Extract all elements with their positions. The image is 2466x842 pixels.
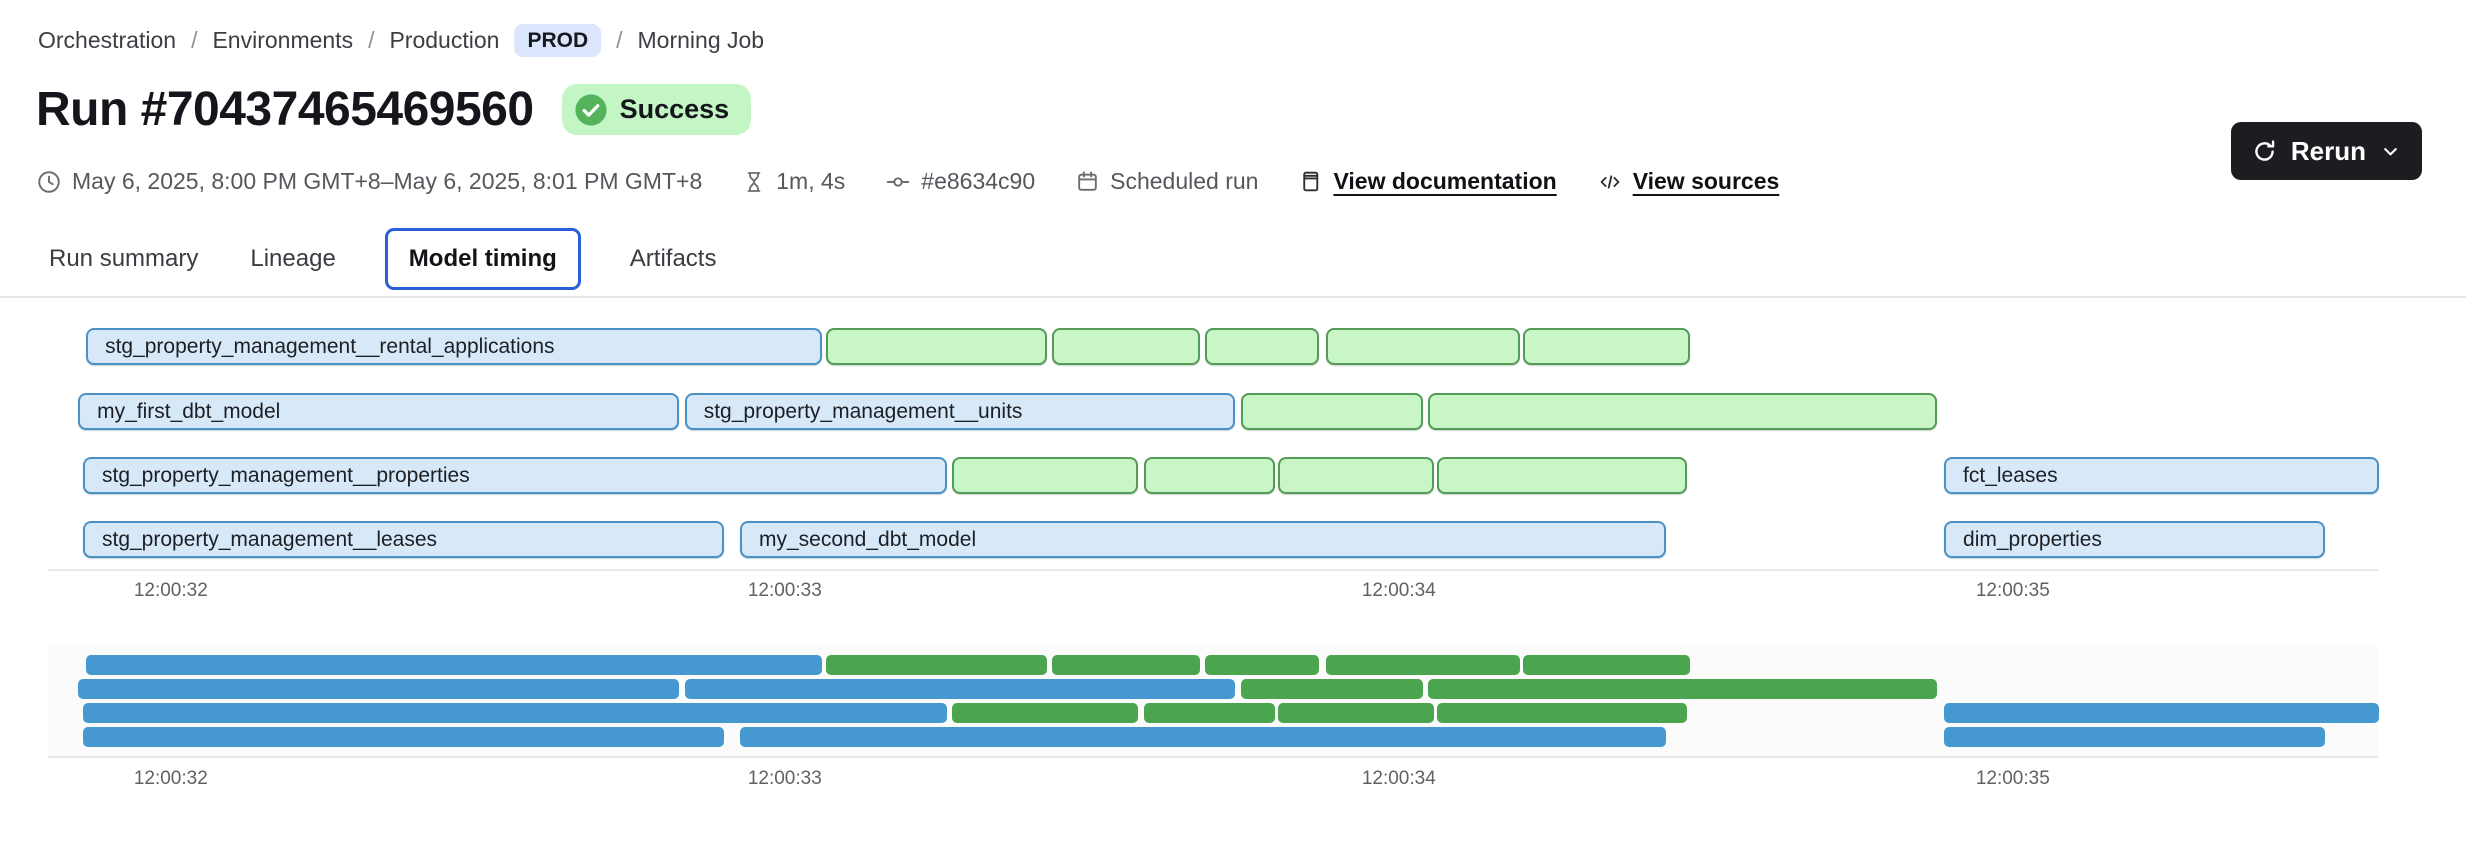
calendar-icon: [1078, 171, 1097, 191]
gantt-bar-my_second_dbt_model[interactable]: my_second_dbt_model: [739, 521, 1666, 558]
gantt-bar-label: my_second_dbt_model: [758, 527, 977, 551]
tab-divider: [0, 296, 2466, 298]
breadcrumb-item-morning-job[interactable]: Morning Job: [637, 27, 765, 54]
gantt-bar[interactable]: [1277, 457, 1434, 494]
gantt-bar-label: my_first_dbt_model: [97, 399, 281, 423]
run-time-range: May 6, 2025, 8:00 PM GMT+8–May 6, 2025, …: [36, 168, 702, 195]
tab-artifacts[interactable]: Artifacts: [629, 244, 717, 272]
time-axis-tick: 12:00:34: [1361, 580, 1436, 601]
status-badge: Success: [561, 84, 752, 135]
gantt-bar: [1277, 703, 1434, 723]
tab-bar: Run summary Lineage Model timing Artifacts: [46, 226, 719, 292]
gantt-bar-label: fct_leases: [1963, 463, 2058, 487]
gantt-bar-dim_properties[interactable]: dim_properties: [1944, 521, 2326, 558]
view-sources-link[interactable]: View sources: [1597, 168, 1779, 195]
gantt-bar-stg_property_management__units[interactable]: stg_property_management__units: [684, 393, 1235, 430]
gantt-bar: [1436, 703, 1687, 723]
rerun-button[interactable]: Rerun: [2230, 122, 2422, 180]
gantt-bar[interactable]: [825, 328, 1047, 365]
time-axis-line: [48, 569, 2378, 571]
document-icon: [1303, 171, 1319, 192]
gantt-bar-label: stg_property_management__units: [703, 399, 1023, 423]
success-check-icon: [574, 93, 607, 126]
breadcrumb-separator: /: [368, 27, 375, 54]
gantt-bar: [1051, 655, 1201, 675]
view-documentation-link[interactable]: View documentation: [1298, 168, 1557, 195]
chevron-down-icon[interactable]: [2379, 140, 2402, 163]
gantt-bar-label: dim_properties: [1963, 527, 2102, 551]
commit-icon: [887, 176, 910, 187]
gantt-bar: [1143, 703, 1275, 723]
gantt-bar-my_first_dbt_model: [78, 679, 679, 699]
breadcrumb-item-orchestration[interactable]: Orchestration: [38, 27, 177, 54]
time-axis-tick: 12:00:33: [747, 580, 822, 601]
environment-badge: PROD: [514, 24, 602, 58]
gantt-bar-stg_property_management__leases: [82, 727, 724, 747]
run-duration: 1m, 4s: [742, 168, 845, 195]
run-meta-row: May 6, 2025, 8:00 PM GMT+8–May 6, 2025, …: [36, 168, 1779, 195]
gantt-bar-stg_property_management__leases[interactable]: stg_property_management__leases: [82, 521, 724, 558]
gantt-bar[interactable]: [1325, 328, 1520, 365]
gantt-bar-fct_leases: [1944, 703, 2379, 723]
gantt-bar-my_second_dbt_model: [739, 727, 1666, 747]
breadcrumb: Orchestration / Environments / Production PRO…: [38, 24, 765, 58]
time-axis-tick: 12:00:35: [1975, 580, 2050, 601]
gantt-bar[interactable]: [1436, 457, 1687, 494]
gantt-bar-label: stg_property_management__rental_applicat…: [105, 334, 555, 358]
gantt-bar[interactable]: [1143, 457, 1275, 494]
run-trigger: Scheduled run: [1075, 168, 1258, 195]
breadcrumb-item-production[interactable]: Production: [389, 27, 500, 54]
time-axis-tick: 12:00:34: [1361, 768, 1436, 789]
clock-icon: [38, 170, 60, 193]
gantt-bar-stg_property_management__units: [684, 679, 1235, 699]
gantt-bar[interactable]: [951, 457, 1138, 494]
gantt-bar-stg_property_management__properties: [82, 703, 947, 723]
gantt-bar: [1325, 655, 1520, 675]
gantt-bar-stg_property_management__properties[interactable]: stg_property_management__properties: [82, 457, 947, 494]
gantt-bar-stg_property_management__rental_applications: [86, 655, 822, 675]
time-axis-line: [48, 756, 2378, 758]
gantt-bar: [1204, 655, 1319, 675]
breadcrumb-item-environments[interactable]: Environments: [212, 27, 354, 54]
time-axis-tick: 12:00:32: [133, 580, 208, 601]
gantt-bar: [1241, 679, 1423, 699]
gantt-bar[interactable]: [1051, 328, 1201, 365]
gantt-bar[interactable]: [1523, 328, 1691, 365]
time-axis-tick: 12:00:32: [133, 768, 208, 789]
rerun-refresh-icon: [2255, 139, 2275, 161]
time-axis-tick: 12:00:35: [1975, 768, 2050, 789]
gantt-bar-my_first_dbt_model[interactable]: my_first_dbt_model: [78, 393, 679, 430]
gantt-bar-label: stg_property_management__leases: [101, 527, 438, 551]
commit-hash: #e8634c90: [885, 168, 1035, 195]
title-row: Run #70437465469560 Success: [36, 82, 752, 137]
tab-run-summary[interactable]: Run summary: [49, 244, 199, 272]
rerun-button-label: Rerun: [2290, 135, 2366, 166]
gantt-bar[interactable]: [1427, 393, 1937, 430]
gantt-bar[interactable]: [1204, 328, 1319, 365]
gantt-bar: [825, 655, 1047, 675]
time-axis-tick: 12:00:33: [747, 768, 822, 789]
gantt-bar: [1427, 679, 1937, 699]
gantt-bar-stg_property_management__rental_applications[interactable]: stg_property_management__rental_applicat…: [86, 328, 822, 365]
hourglass-icon: [747, 171, 761, 192]
page-title: Run #70437465469560: [36, 83, 534, 136]
gantt-bar-dim_properties: [1944, 727, 2326, 747]
breadcrumb-separator: /: [191, 27, 198, 54]
gantt-bar: [951, 703, 1138, 723]
code-icon: [1600, 174, 1620, 189]
gantt-bar-label: stg_property_management__properties: [101, 463, 470, 487]
gantt-bar: [1523, 655, 1691, 675]
status-badge-label: Success: [619, 94, 730, 124]
gantt-bar[interactable]: [1241, 393, 1423, 430]
gantt-bar-fct_leases[interactable]: fct_leases: [1944, 457, 2379, 494]
breadcrumb-separator: /: [616, 27, 623, 54]
tab-lineage[interactable]: Lineage: [250, 244, 336, 272]
tab-model-timing[interactable]: Model timing: [384, 227, 581, 291]
